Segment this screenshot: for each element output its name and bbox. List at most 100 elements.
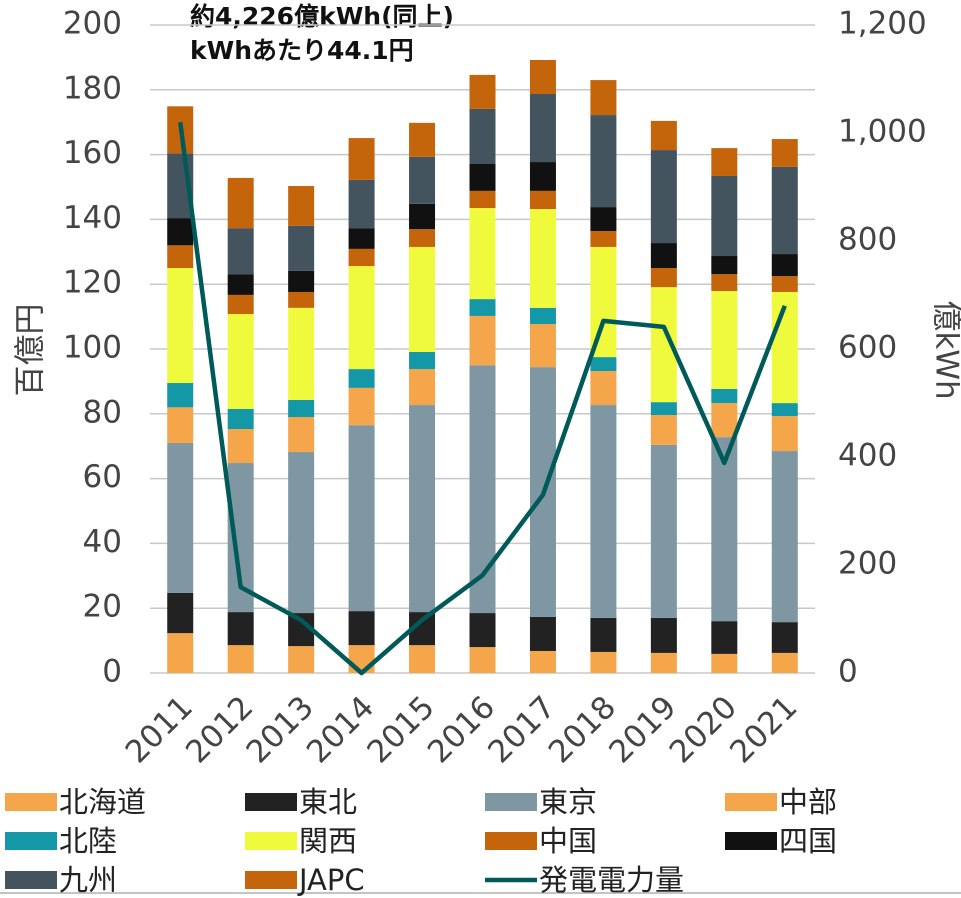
legend-swatch xyxy=(725,832,777,850)
bar-segment xyxy=(590,651,617,673)
bar-segment xyxy=(167,442,194,593)
y-tick-label: 160 xyxy=(63,135,122,171)
legend-label: 北陸 xyxy=(59,824,117,858)
legend-label: 中部 xyxy=(779,785,837,819)
bar-segment xyxy=(227,314,254,409)
bar-segment xyxy=(469,315,496,366)
y2-tick-label: 400 xyxy=(838,438,897,474)
bar-segment xyxy=(771,652,798,673)
bar-segment xyxy=(227,612,254,646)
bar-segment xyxy=(409,122,436,157)
legend-swatch xyxy=(5,871,57,889)
y-axis-label: 百億円 xyxy=(13,304,49,397)
bar-segment xyxy=(469,208,496,300)
bar-segment xyxy=(348,248,375,267)
bar-segment xyxy=(650,268,677,288)
bar-segment xyxy=(348,645,375,673)
x-tick-label: 2018 xyxy=(542,689,623,770)
annotation: kWhあたり44.1円 xyxy=(190,36,414,65)
bar-segment xyxy=(711,653,738,673)
legend-label: JAPC xyxy=(297,863,365,897)
y-tick-label: 80 xyxy=(83,394,122,430)
y2-tick-label: 0 xyxy=(838,654,858,690)
bar-segment xyxy=(529,162,556,191)
bar-segment xyxy=(590,80,617,116)
bar-segment xyxy=(711,256,738,275)
bar-segment xyxy=(771,276,798,292)
bar-segment xyxy=(167,218,194,246)
legend-swatch xyxy=(5,832,57,850)
bar-segment xyxy=(288,186,315,226)
bar-segment xyxy=(711,291,738,389)
bar-segment xyxy=(650,120,677,151)
y-tick-label: 40 xyxy=(83,524,122,560)
bar-segment xyxy=(590,115,617,208)
bar-segment xyxy=(288,417,315,453)
bar-segment xyxy=(227,294,254,315)
bar-segment xyxy=(529,307,556,325)
x-tick-label: 2014 xyxy=(300,689,381,770)
bar-segment xyxy=(711,621,738,654)
bar-segment xyxy=(711,437,738,622)
bar-segment xyxy=(167,245,194,268)
bar-segment xyxy=(529,59,556,95)
bar-segment xyxy=(469,613,496,648)
bar-segment xyxy=(469,299,496,316)
legend-label: 発電電力量 xyxy=(539,863,684,897)
y-tick-label: 0 xyxy=(102,654,122,690)
bar-segment xyxy=(650,444,677,618)
bar-segment xyxy=(590,207,617,232)
bar-segment xyxy=(227,177,254,229)
bar-segment xyxy=(409,229,436,247)
y-tick-label: 180 xyxy=(63,70,122,106)
legend-label: 中国 xyxy=(539,824,597,858)
bar-segment xyxy=(771,622,798,653)
bar-segment xyxy=(409,645,436,673)
x-tick-label: 2017 xyxy=(481,689,562,770)
bar-segment xyxy=(650,617,677,653)
bar-segment xyxy=(348,611,375,646)
y2-axis-label: 億kWh xyxy=(929,300,961,399)
bar-segment xyxy=(288,452,315,614)
bar-segment xyxy=(590,357,617,372)
bar-segment xyxy=(288,291,315,308)
bar-segment xyxy=(650,415,677,445)
bar-segment xyxy=(590,371,617,406)
bar-segment xyxy=(771,416,798,452)
bar-segment xyxy=(529,94,556,163)
bar-segment xyxy=(348,387,375,426)
bar-segment xyxy=(650,652,677,673)
bar-segment xyxy=(469,190,496,209)
x-tick-label: 2021 xyxy=(723,689,804,770)
bar-segment xyxy=(409,369,436,406)
bar-segment xyxy=(469,647,496,673)
x-tick-label: 2015 xyxy=(360,689,441,770)
bar-segment xyxy=(711,403,738,438)
bar-segment xyxy=(650,402,677,416)
legend-swatch xyxy=(245,832,297,850)
x-tick-label: 2012 xyxy=(179,689,260,770)
annotation: 約4,226億kWh(同上) xyxy=(190,2,454,31)
y-tick-label: 140 xyxy=(63,200,122,236)
bar-segment xyxy=(227,228,254,275)
bar-segment xyxy=(167,633,194,673)
bar-segment xyxy=(167,407,194,443)
x-tick-label: 2019 xyxy=(602,689,683,770)
bar-segment xyxy=(409,156,436,204)
bar-segment xyxy=(167,592,194,634)
bar-segment xyxy=(650,150,677,244)
bar-segment xyxy=(711,148,738,176)
x-tick-label: 2011 xyxy=(119,689,200,770)
y-tick-label: 120 xyxy=(63,265,122,301)
bar-segment xyxy=(711,274,738,292)
legend-swatch xyxy=(725,793,777,811)
bar-segment xyxy=(529,209,556,308)
legend-label: 北海道 xyxy=(59,785,146,819)
bar-segment xyxy=(409,405,436,613)
bar-segment xyxy=(590,405,617,618)
bar-segment xyxy=(771,451,798,623)
y-tick-label: 20 xyxy=(83,589,122,625)
bar-segment xyxy=(288,270,315,292)
bar-segment xyxy=(348,138,375,180)
bar-segment xyxy=(409,203,436,230)
